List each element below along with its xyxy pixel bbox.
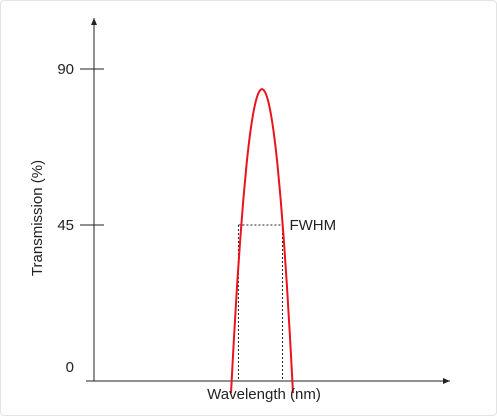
fwhm-annotation — [237, 224, 283, 381]
y-axis-title: Transmission (%) — [29, 160, 46, 276]
y-ticks: 0 45 90 — [57, 61, 104, 376]
y-tick-label: 90 — [57, 61, 74, 78]
fwhm-label: FWHM — [289, 217, 336, 234]
y-tick-label: 0 — [66, 359, 74, 376]
x-axis-title: Wavelength (nm) — [207, 386, 321, 403]
y-tick-label: 45 — [57, 217, 74, 234]
transmission-curve — [230, 88, 294, 394]
